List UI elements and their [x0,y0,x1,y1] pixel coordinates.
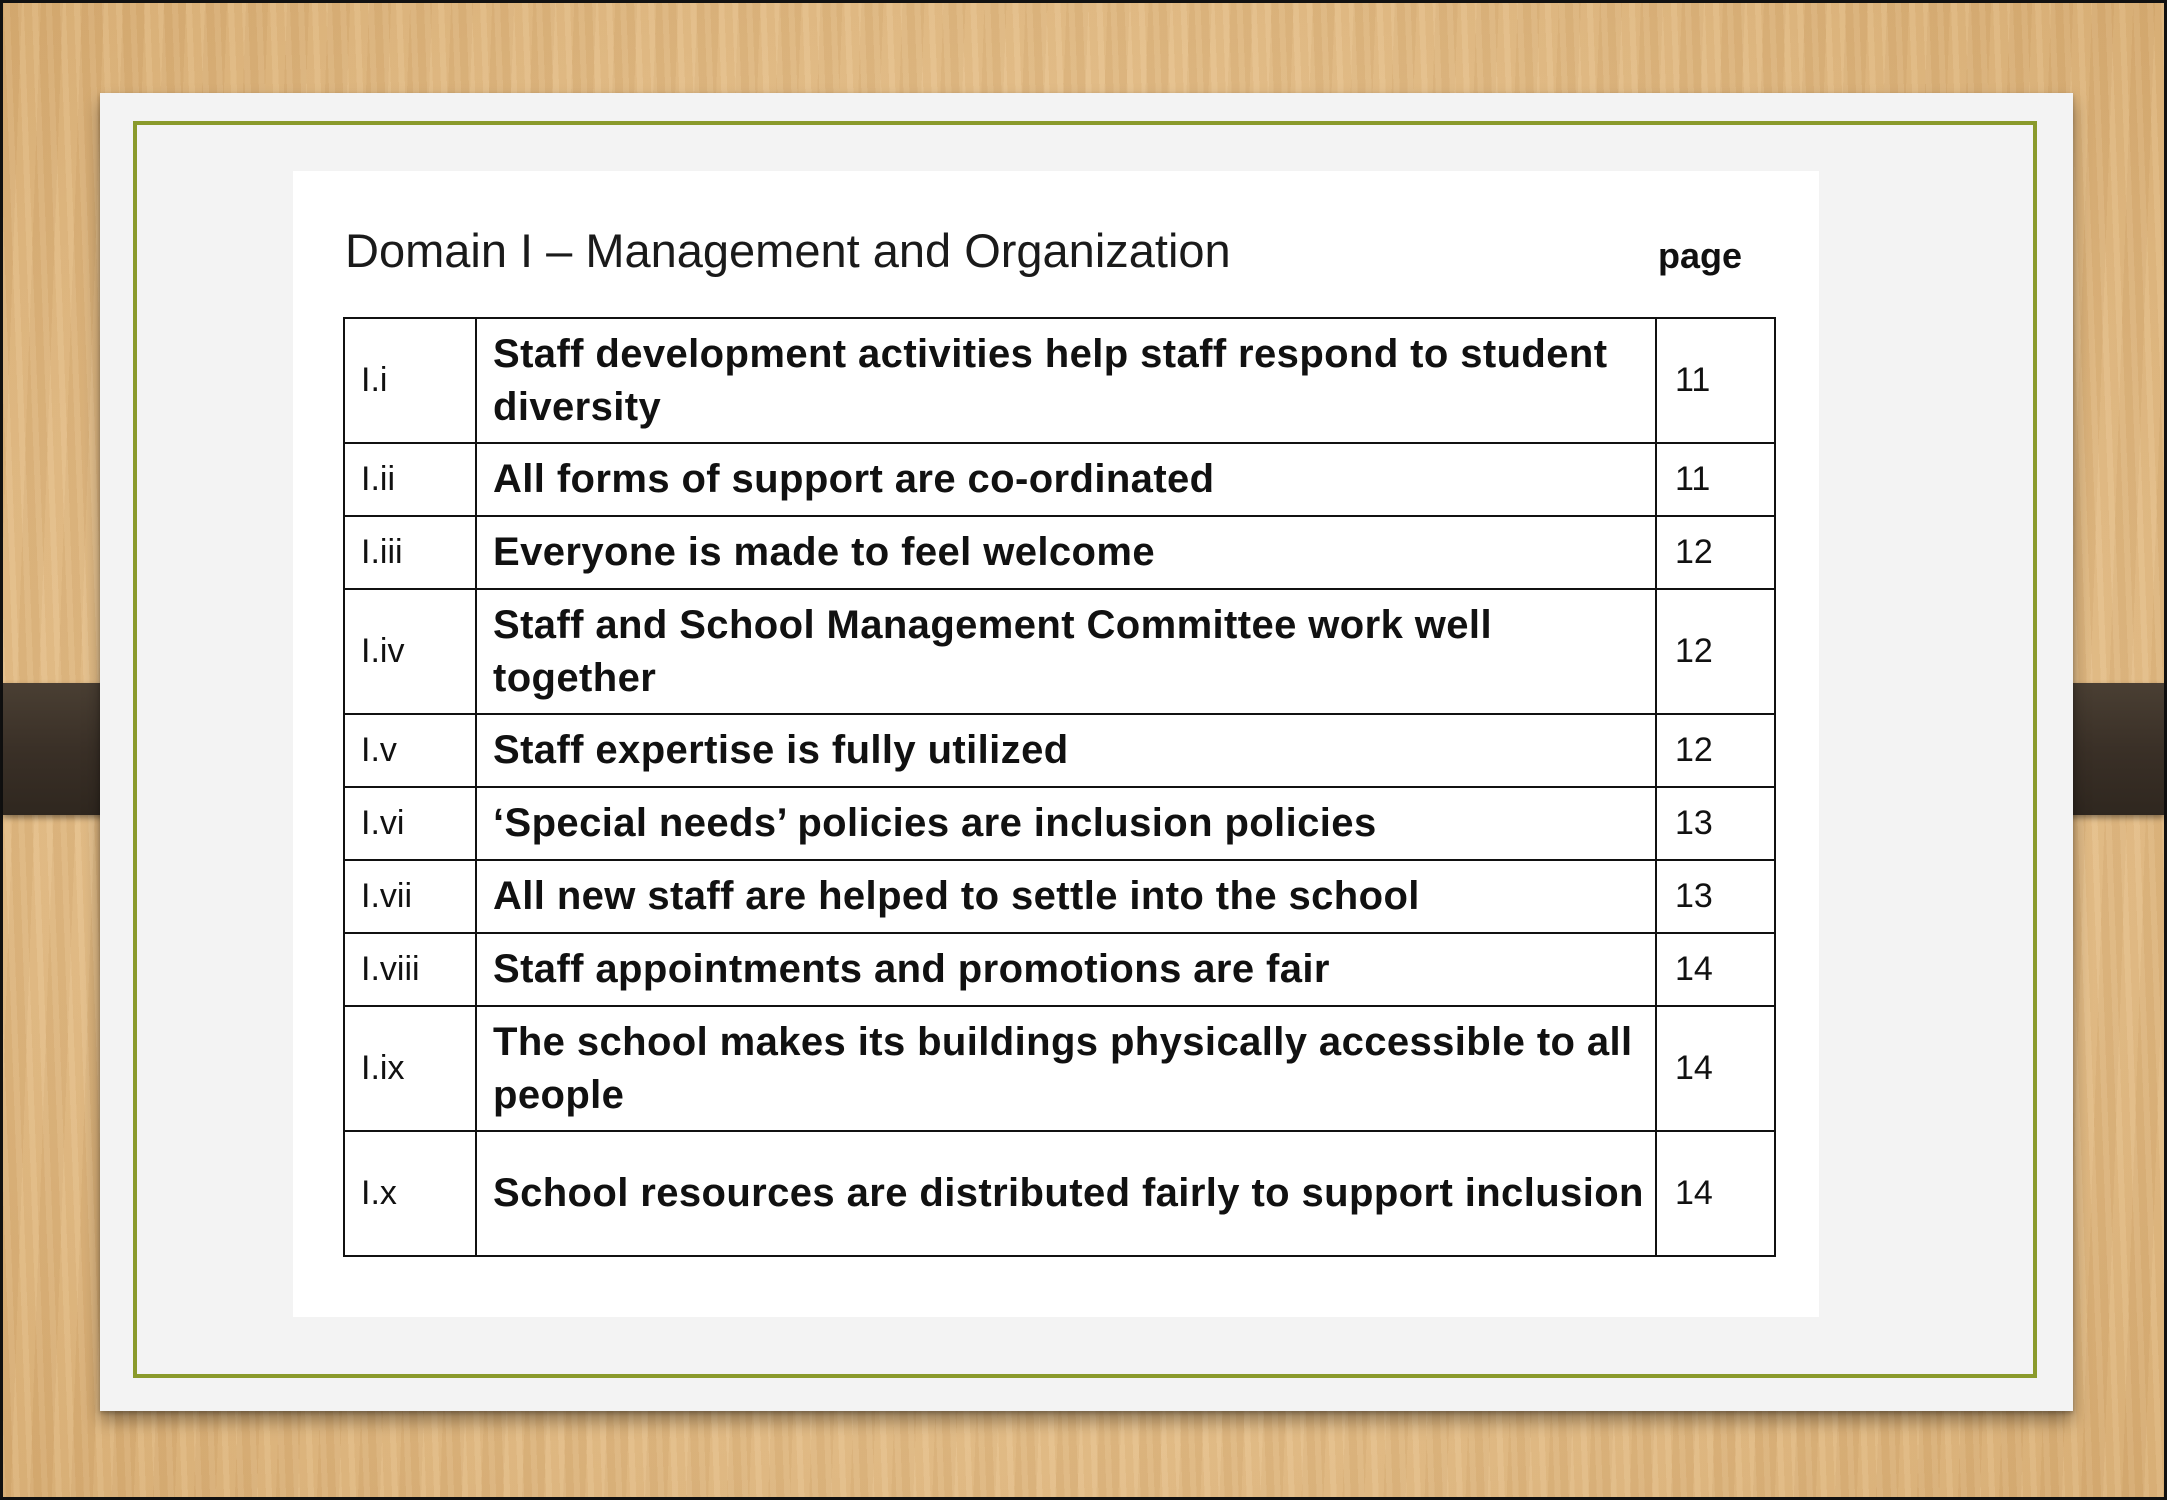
slide-frame [133,121,2037,1378]
page-number: 11 [1655,317,1776,444]
page-number: 13 [1655,859,1776,934]
table-row: I.iii Everyone is made to feel welcome 1… [343,515,1776,590]
indicator-text: Everyone is made to feel welcome [475,515,1657,590]
page-column-header: page [1658,235,1743,276]
indicator-number: I.i [343,317,477,444]
table-row: I.vii All new staff are helped to settle… [343,859,1776,934]
indicator-number: I.vii [343,859,477,934]
page-number: 12 [1655,713,1776,788]
indicator-number: I.ix [343,1005,477,1132]
indicator-number: I.vi [343,786,477,861]
document-page: Domain I – Management and Organization p… [293,171,1819,1317]
indicator-text: All new staff are helped to settle into … [475,859,1657,934]
slide: Domain I – Management and Organization p… [100,93,2073,1411]
table-row: I.iv Staff and School Management Committ… [343,588,1776,715]
table-row: I.viii Staff appointments and promotions… [343,932,1776,1007]
table-row: I.x School resources are distributed fai… [343,1130,1776,1257]
indicator-number: I.ii [343,442,477,517]
page-number: 14 [1655,932,1776,1007]
indicator-text: Staff development activities help staff … [475,317,1657,444]
indicator-number: I.x [343,1130,477,1257]
page-number: 14 [1655,1005,1776,1132]
indicator-text: School resources are distributed fairly … [475,1130,1657,1257]
indicator-number: I.iii [343,515,477,590]
indicator-text: Staff and School Management Committee wo… [475,588,1657,715]
indicator-text: The school makes its buildings physicall… [475,1005,1657,1132]
table-row: I.ii All forms of support are co-ordinat… [343,442,1776,517]
page-number: 11 [1655,442,1776,517]
table-row: I.i Staff development activities help st… [343,317,1776,444]
page-number: 12 [1655,588,1776,715]
page-number: 13 [1655,786,1776,861]
page-number: 14 [1655,1130,1776,1257]
table-row: I.v Staff expertise is fully utilized 12 [343,713,1776,788]
indicator-number: I.v [343,713,477,788]
page-number: 12 [1655,515,1776,590]
document-title: Domain I – Management and Organization [345,224,1231,277]
indicator-text: Staff appointments and promotions are fa… [475,932,1657,1007]
indicator-text: ‘Special needs’ policies are inclusion p… [475,786,1657,861]
indicator-number: I.iv [343,588,477,715]
indicator-text: All forms of support are co-ordinated [475,442,1657,517]
table-row: I.vi ‘Special needs’ policies are inclus… [343,786,1776,861]
table-row: I.ix The school makes its buildings phys… [343,1005,1776,1132]
indicator-number: I.viii [343,932,477,1007]
contents-table: I.i Staff development activities help st… [343,317,1776,1257]
indicator-text: Staff expertise is fully utilized [475,713,1657,788]
